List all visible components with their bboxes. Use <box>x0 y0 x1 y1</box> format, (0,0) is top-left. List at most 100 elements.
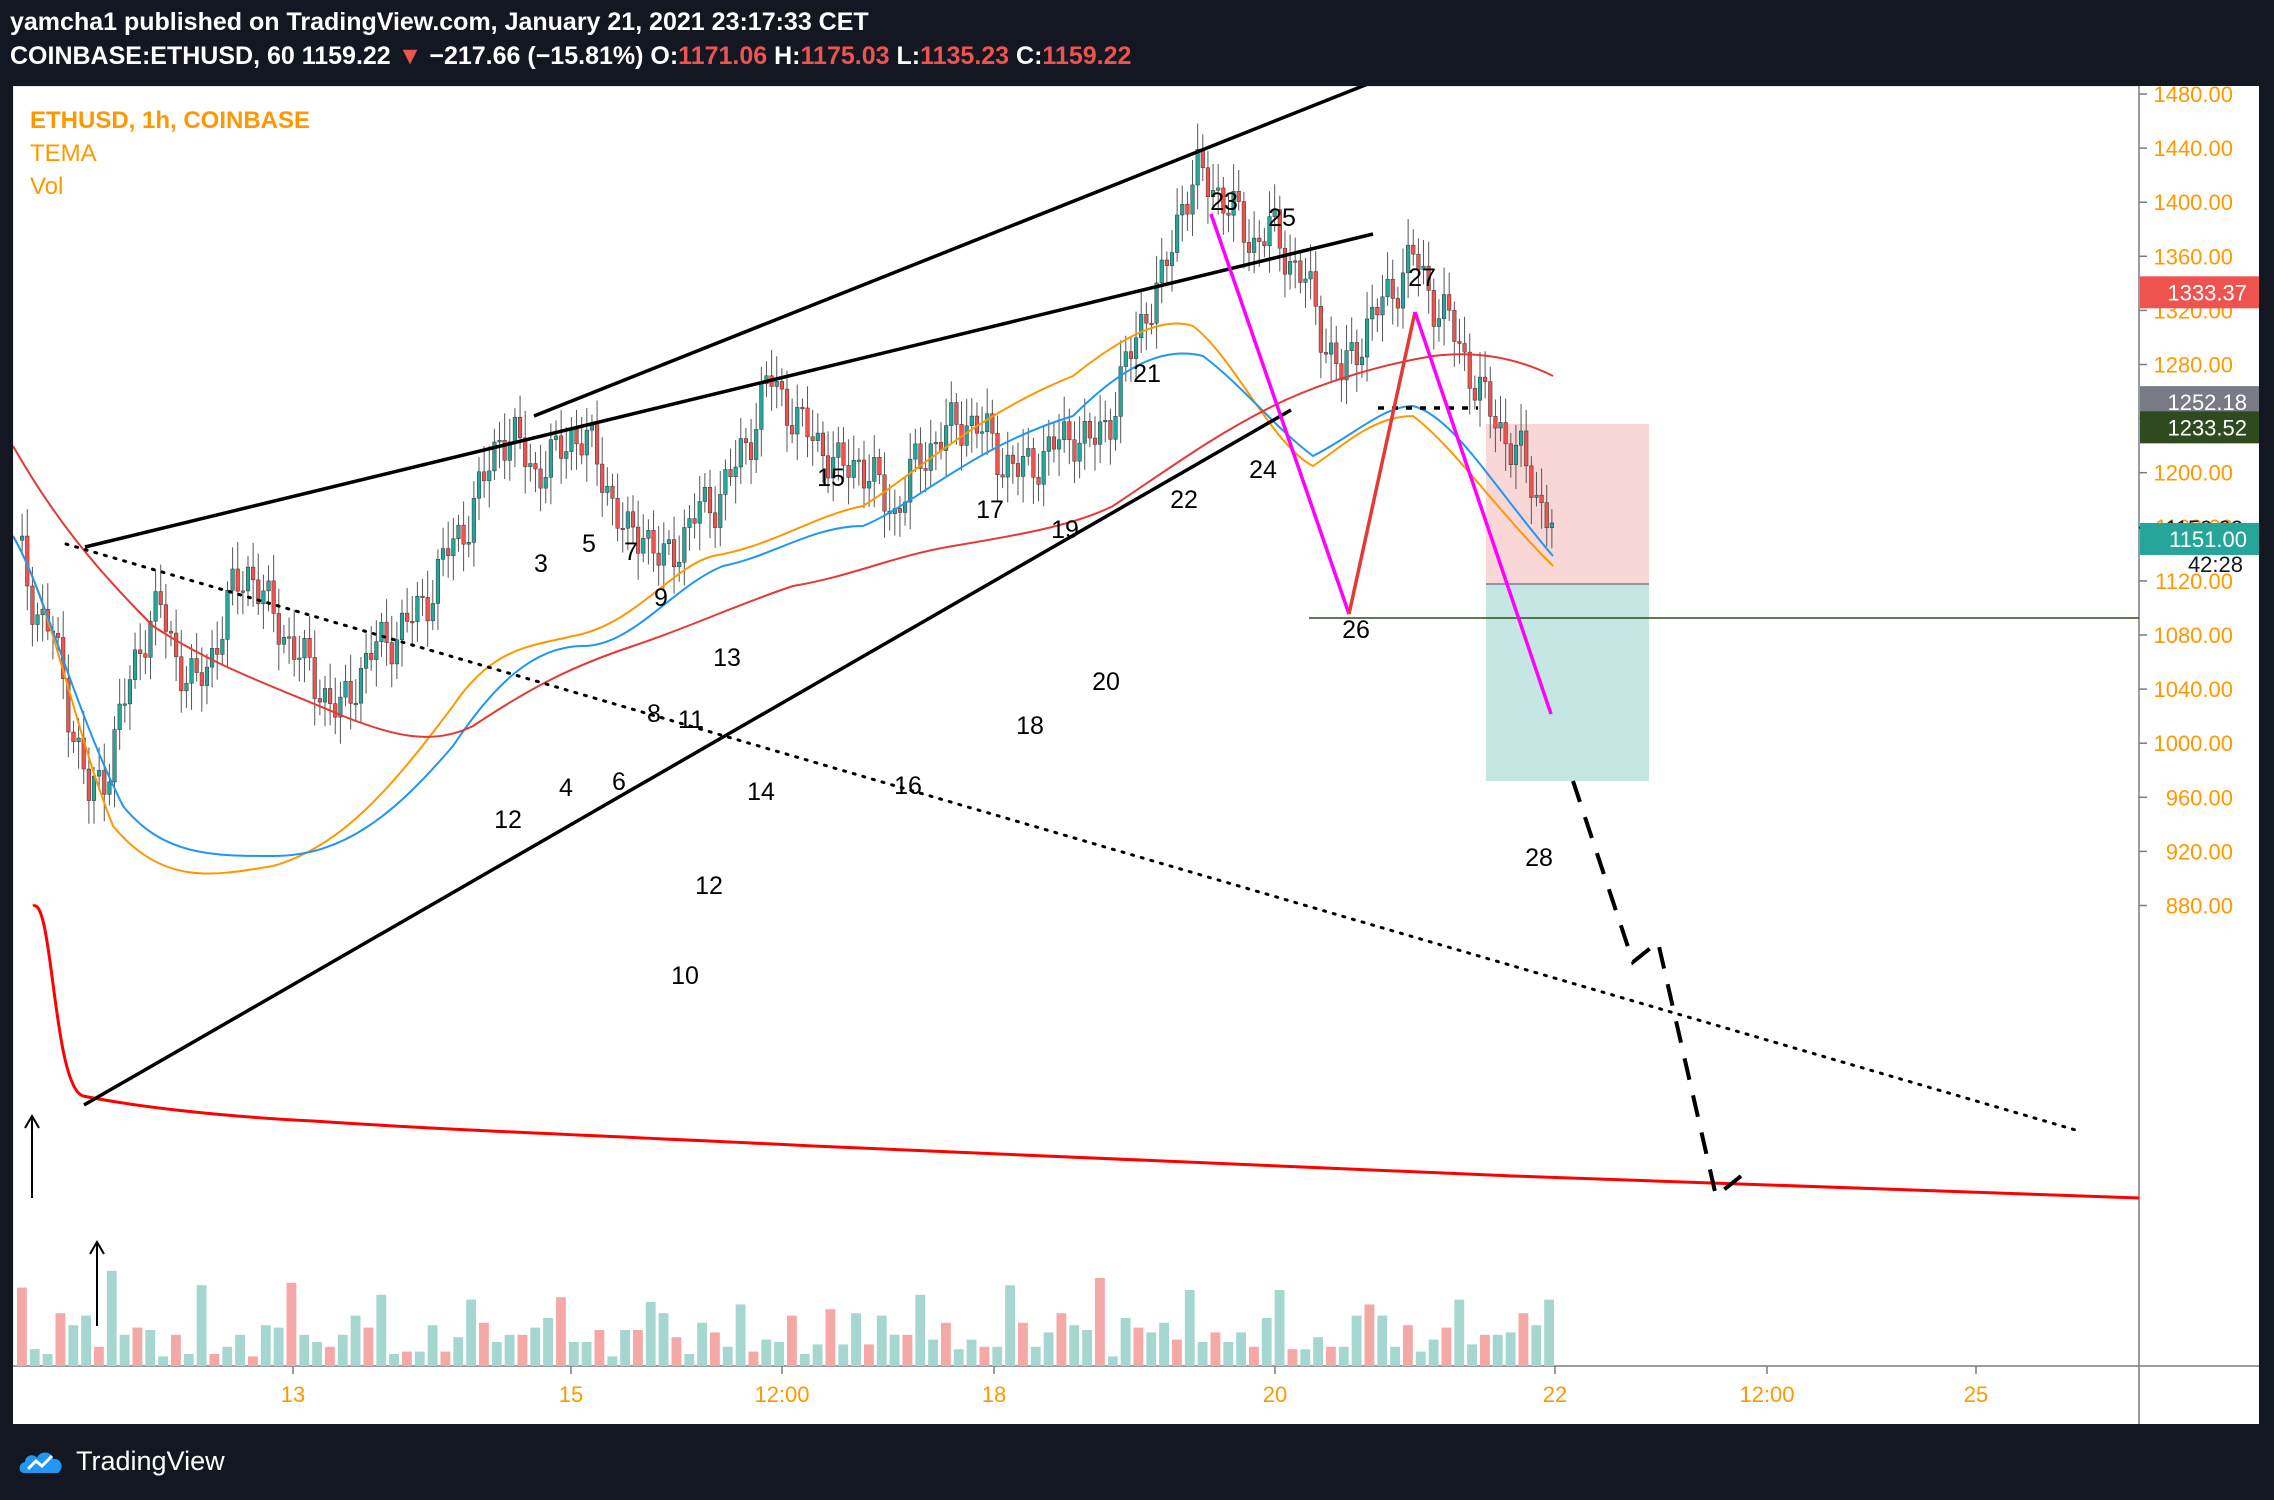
volume-bar <box>183 1354 194 1366</box>
price-chart[interactable]: 3 5 79 8 11 12 4 6 12 10 13 14 15 16 17 18 19 20 21 22 23 24 2… <box>12 60 2259 1424</box>
candle-body <box>1262 241 1267 247</box>
candle-body <box>441 548 446 560</box>
wave-label: 12 <box>494 806 522 834</box>
candle-body <box>646 530 651 539</box>
volume-bar <box>620 1330 630 1366</box>
volume-bar <box>825 1309 836 1366</box>
volume-bar <box>209 1354 220 1366</box>
candle-body <box>969 415 974 427</box>
candle-body <box>1103 420 1108 423</box>
candle-body <box>420 595 425 598</box>
candle-body <box>677 561 682 568</box>
legend-tema[interactable]: TEMA <box>30 140 97 167</box>
candle-body <box>918 443 923 469</box>
wave-label: 19 <box>1051 516 1079 544</box>
candle-body <box>1221 187 1226 214</box>
candle-body <box>954 402 959 425</box>
volume-bar <box>812 1344 823 1366</box>
candle-body <box>497 439 502 443</box>
price-tick-label: 1440.00 <box>2153 136 2233 161</box>
volume-bar <box>55 1313 66 1366</box>
volume-bar <box>376 1294 387 1366</box>
candle-body <box>353 702 358 705</box>
volume-bar <box>1428 1339 1439 1366</box>
candles <box>20 123 1554 824</box>
volume-bar <box>1107 1356 1118 1366</box>
price-tick-label: 1200.00 <box>2153 461 2233 486</box>
time-axis[interactable]: 13 15 12:00 18 20 22 12:00 25 <box>281 1366 1988 1407</box>
candle-body <box>358 668 363 704</box>
candle-body <box>1483 376 1488 382</box>
candle-body <box>856 459 861 462</box>
price-tag-label: 1151.00 <box>2169 527 2247 552</box>
wave-label: 16 <box>894 772 922 800</box>
volume-bar <box>440 1351 451 1366</box>
volume-bar <box>787 1315 797 1366</box>
candle-body <box>692 518 697 524</box>
wave-label: 6 <box>612 768 626 796</box>
tradingview-logo[interactable]: TradingView <box>18 1446 225 1477</box>
volume-bar <box>633 1330 643 1366</box>
candle-body <box>1108 420 1113 440</box>
volume-bar <box>748 1351 759 1366</box>
candle-body <box>158 591 163 605</box>
chart-area[interactable]: 3 5 7 9 8 11 12 4 6 12 10 13 14 15 16 17 18 19 20 21 22 23 24 2… <box>12 60 2259 1424</box>
tradingview-brand: TradingView <box>76 1446 225 1476</box>
candle-body <box>292 636 297 660</box>
publisher-line: yamcha1 published on TradingView.com, Ja… <box>10 8 869 36</box>
price-tick-label: 1120.00 <box>2155 569 2233 594</box>
candle-body <box>71 731 76 743</box>
candle-body <box>1062 421 1067 440</box>
candle-body <box>867 481 872 489</box>
candle-body <box>343 680 348 698</box>
close-label: C: <box>1016 42 1043 70</box>
volume-bar <box>1390 1346 1400 1366</box>
candle-body <box>1031 448 1036 478</box>
wave-label: 20 <box>1092 668 1120 696</box>
candle-body <box>446 548 451 557</box>
volume-bar <box>1056 1313 1067 1366</box>
volume-bar <box>68 1325 79 1366</box>
candle-body <box>1503 422 1508 445</box>
volume-bar <box>1249 1346 1259 1366</box>
candle-body <box>174 632 179 657</box>
volume-bar <box>735 1304 746 1366</box>
candle-body <box>322 688 328 703</box>
candle-body <box>615 498 620 529</box>
candle-body <box>122 703 127 706</box>
volume-bar <box>864 1344 874 1366</box>
candle-body <box>1241 201 1246 243</box>
candle-body <box>245 566 251 592</box>
candle-body <box>1375 306 1380 316</box>
candle-body <box>1185 204 1190 215</box>
candle-body <box>281 636 286 645</box>
candle-body <box>810 436 815 441</box>
wave-label: 8 <box>647 700 661 728</box>
candle-body <box>923 468 928 471</box>
legend-vol[interactable]: Vol <box>30 173 63 200</box>
take-profit-zone <box>1486 584 1649 781</box>
price-axis[interactable]: 1480.001440.001400.001360.001320.001280.… <box>2139 82 2233 919</box>
down-arrow-icon: ▼ <box>397 42 423 70</box>
volume-bar <box>106 1270 117 1366</box>
candle-body <box>651 530 656 554</box>
candle-body <box>1267 216 1272 247</box>
candle-body <box>1498 422 1503 429</box>
volume-bar <box>1172 1339 1182 1366</box>
volume-bar <box>1184 1290 1195 1366</box>
volume-bar <box>889 1334 900 1366</box>
candle-body <box>826 455 831 479</box>
volume-bar <box>299 1334 310 1366</box>
volume-bar <box>81 1315 91 1366</box>
volume-bar <box>530 1327 541 1366</box>
candle-body <box>97 770 102 777</box>
volume-bar <box>171 1334 181 1366</box>
volume-bar <box>658 1313 669 1366</box>
volume-bar <box>337 1334 348 1366</box>
candle-body <box>1154 282 1159 324</box>
candle-body <box>1349 342 1354 351</box>
candle-body <box>1411 244 1416 255</box>
candle-body <box>482 471 487 482</box>
volume-bar <box>697 1322 707 1366</box>
candle-body <box>1508 443 1513 465</box>
